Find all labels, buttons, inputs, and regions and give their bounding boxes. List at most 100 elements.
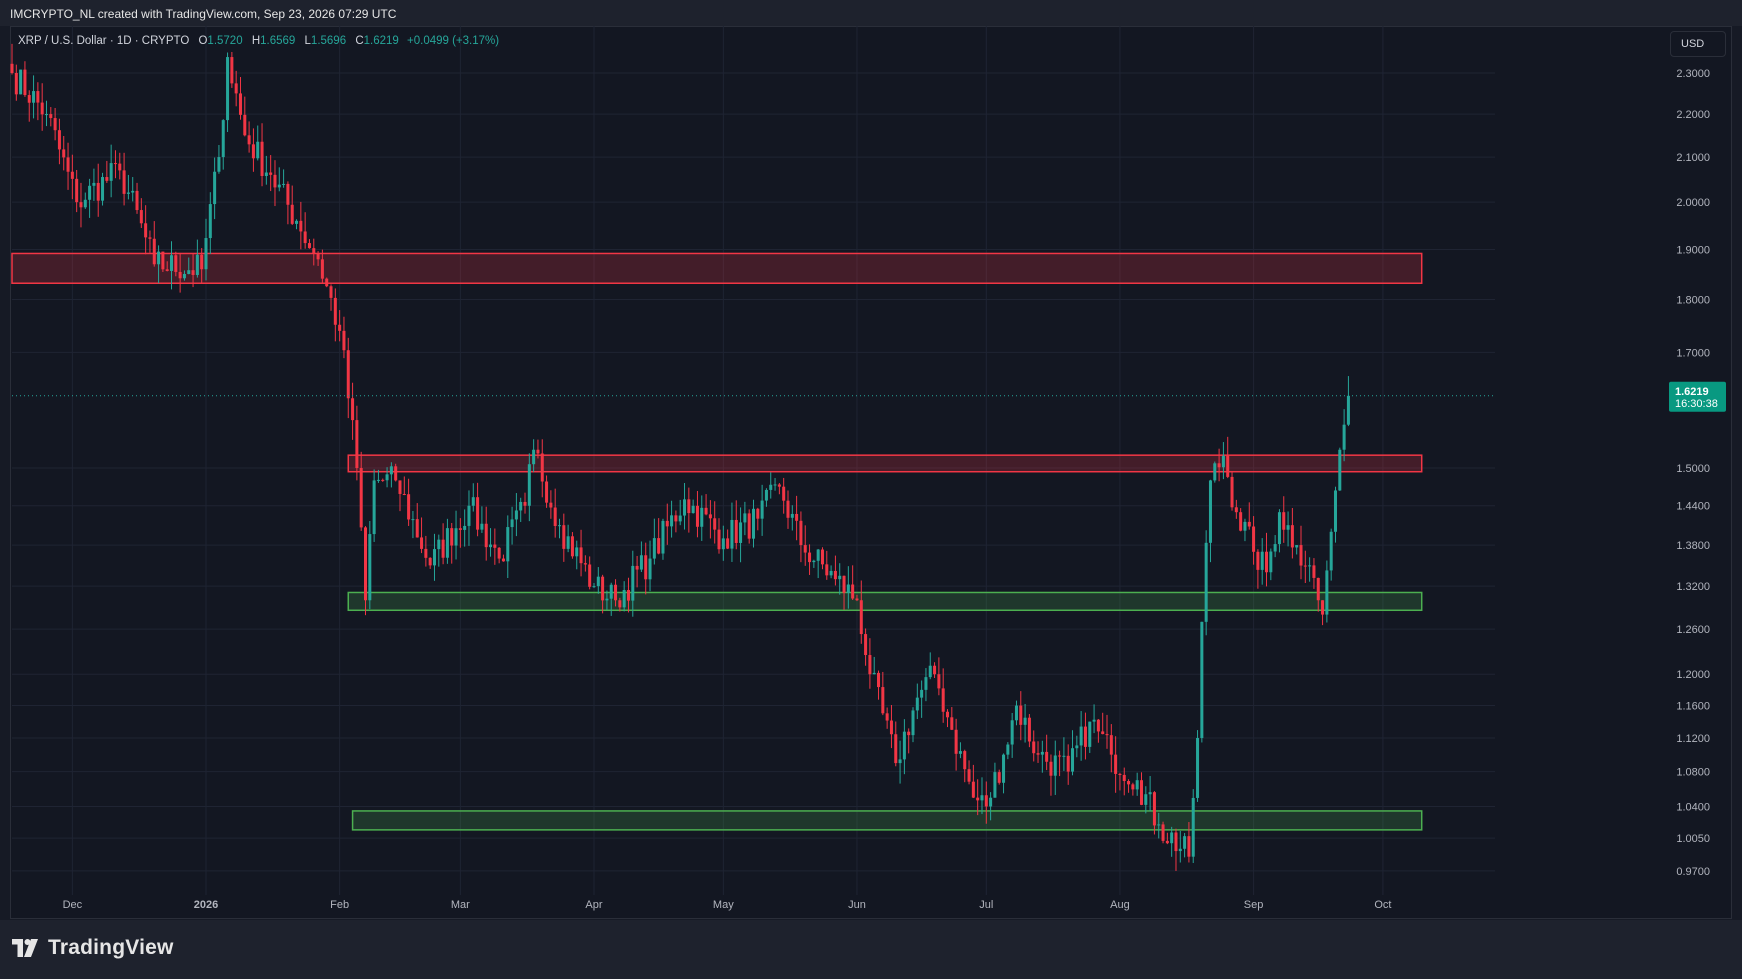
candle-body (661, 520, 665, 554)
candle-body (1049, 761, 1053, 776)
candle-body (730, 519, 734, 549)
currency-button[interactable]: USD (1670, 31, 1726, 57)
candle-body (614, 584, 618, 601)
high-value: 1.6569 (260, 35, 296, 47)
candle-body (139, 210, 143, 224)
y-tick-label: 1.9000 (1676, 245, 1710, 257)
candle-body (204, 238, 208, 270)
candle-body (743, 513, 747, 523)
candle-body (1144, 794, 1148, 805)
candle-body (385, 474, 389, 481)
candle-body (1217, 463, 1221, 468)
candle-body (842, 575, 846, 593)
candle-body (40, 102, 44, 115)
candle-body (799, 520, 803, 546)
x-tick-label: Mar (451, 899, 470, 911)
candle-body (501, 558, 505, 562)
y-tick-label: 1.0400 (1676, 801, 1710, 813)
candle-body (1152, 792, 1156, 826)
candle-body (1187, 836, 1191, 857)
candle-body (523, 501, 527, 506)
candle-body (476, 497, 480, 530)
candle-body (566, 536, 570, 549)
candle-body (169, 255, 174, 271)
candle-body (92, 182, 96, 186)
y-tick-label: 1.2000 (1676, 669, 1710, 681)
candle-body (687, 499, 691, 514)
y-tick-label: 1.0800 (1676, 767, 1710, 779)
close-label: C (355, 35, 364, 47)
candle-body (881, 687, 885, 714)
candle-body (432, 549, 436, 566)
chart-frame[interactable] (10, 26, 1732, 919)
candle-body (958, 751, 962, 754)
candle-body (967, 769, 971, 782)
candle-body (933, 665, 937, 675)
candle-body (527, 464, 531, 506)
candle-body (751, 508, 756, 539)
y-tick-label: 1.2600 (1676, 624, 1710, 636)
open-label: O (198, 35, 208, 47)
y-tick-label: 2.1000 (1676, 152, 1710, 164)
candle-body (1066, 755, 1070, 772)
candle-body (1135, 780, 1139, 790)
candle-body (683, 499, 687, 516)
candle-body (1303, 565, 1307, 567)
resistance-zone (11, 252, 1423, 284)
x-tick-label: Sep (1244, 899, 1264, 911)
candle-body (674, 515, 678, 522)
time-axis: Dec 2026 Feb Mar Apr May Jun Jul Aug Sep Oct (63, 899, 1392, 911)
candle-body (665, 520, 669, 527)
candle-body (1265, 551, 1269, 573)
candle-body (247, 135, 251, 145)
candle-body (941, 688, 945, 712)
candle-body (131, 190, 135, 193)
candle-body (1308, 565, 1312, 567)
candle-body (1234, 507, 1238, 513)
candle-body (420, 537, 424, 549)
candle-body (695, 505, 699, 527)
candle-body (1321, 600, 1325, 615)
candle-body (493, 544, 497, 548)
candle-body (148, 237, 152, 239)
candle-body (1243, 521, 1247, 531)
candle-body (902, 731, 906, 760)
candle-body (489, 544, 493, 548)
candle-body (1027, 717, 1031, 742)
candle-body (756, 508, 760, 519)
candle-body (277, 184, 281, 188)
candle-body (898, 759, 902, 764)
candle-body (764, 489, 768, 501)
candle-body (14, 73, 18, 95)
y-tick-label: 1.0050 (1676, 833, 1710, 845)
candle-body (519, 501, 523, 511)
y-tick-label: 1.8000 (1676, 295, 1710, 307)
candle-body (713, 518, 717, 530)
resistance-zone (347, 454, 1423, 473)
candle-body (394, 466, 398, 481)
candle-body (1127, 781, 1131, 785)
candle-body (1036, 753, 1040, 755)
candle-body (993, 772, 997, 798)
candle-body (812, 560, 816, 563)
x-tick-label: Dec (63, 899, 83, 911)
top-caption-bar: IMCRYPTO_NL created with TradingView.com… (0, 0, 1742, 26)
candle-body (1096, 719, 1100, 732)
candle-body (191, 270, 195, 275)
close-value: 1.6219 (363, 35, 399, 47)
candle-body (872, 672, 876, 675)
candle-body (545, 481, 549, 503)
candle-body (1075, 745, 1079, 749)
open-value: 1.5720 (207, 35, 243, 47)
candle-body (411, 519, 415, 521)
candle-body (868, 655, 872, 675)
candle-body (704, 507, 708, 515)
tradingview-logo[interactable]: TradingView (12, 936, 174, 960)
candle-body (428, 557, 432, 566)
candle-body (536, 449, 540, 454)
candle-body (937, 674, 941, 689)
candle-body (950, 717, 954, 730)
candle-body (269, 172, 273, 175)
candle-body (260, 141, 264, 176)
